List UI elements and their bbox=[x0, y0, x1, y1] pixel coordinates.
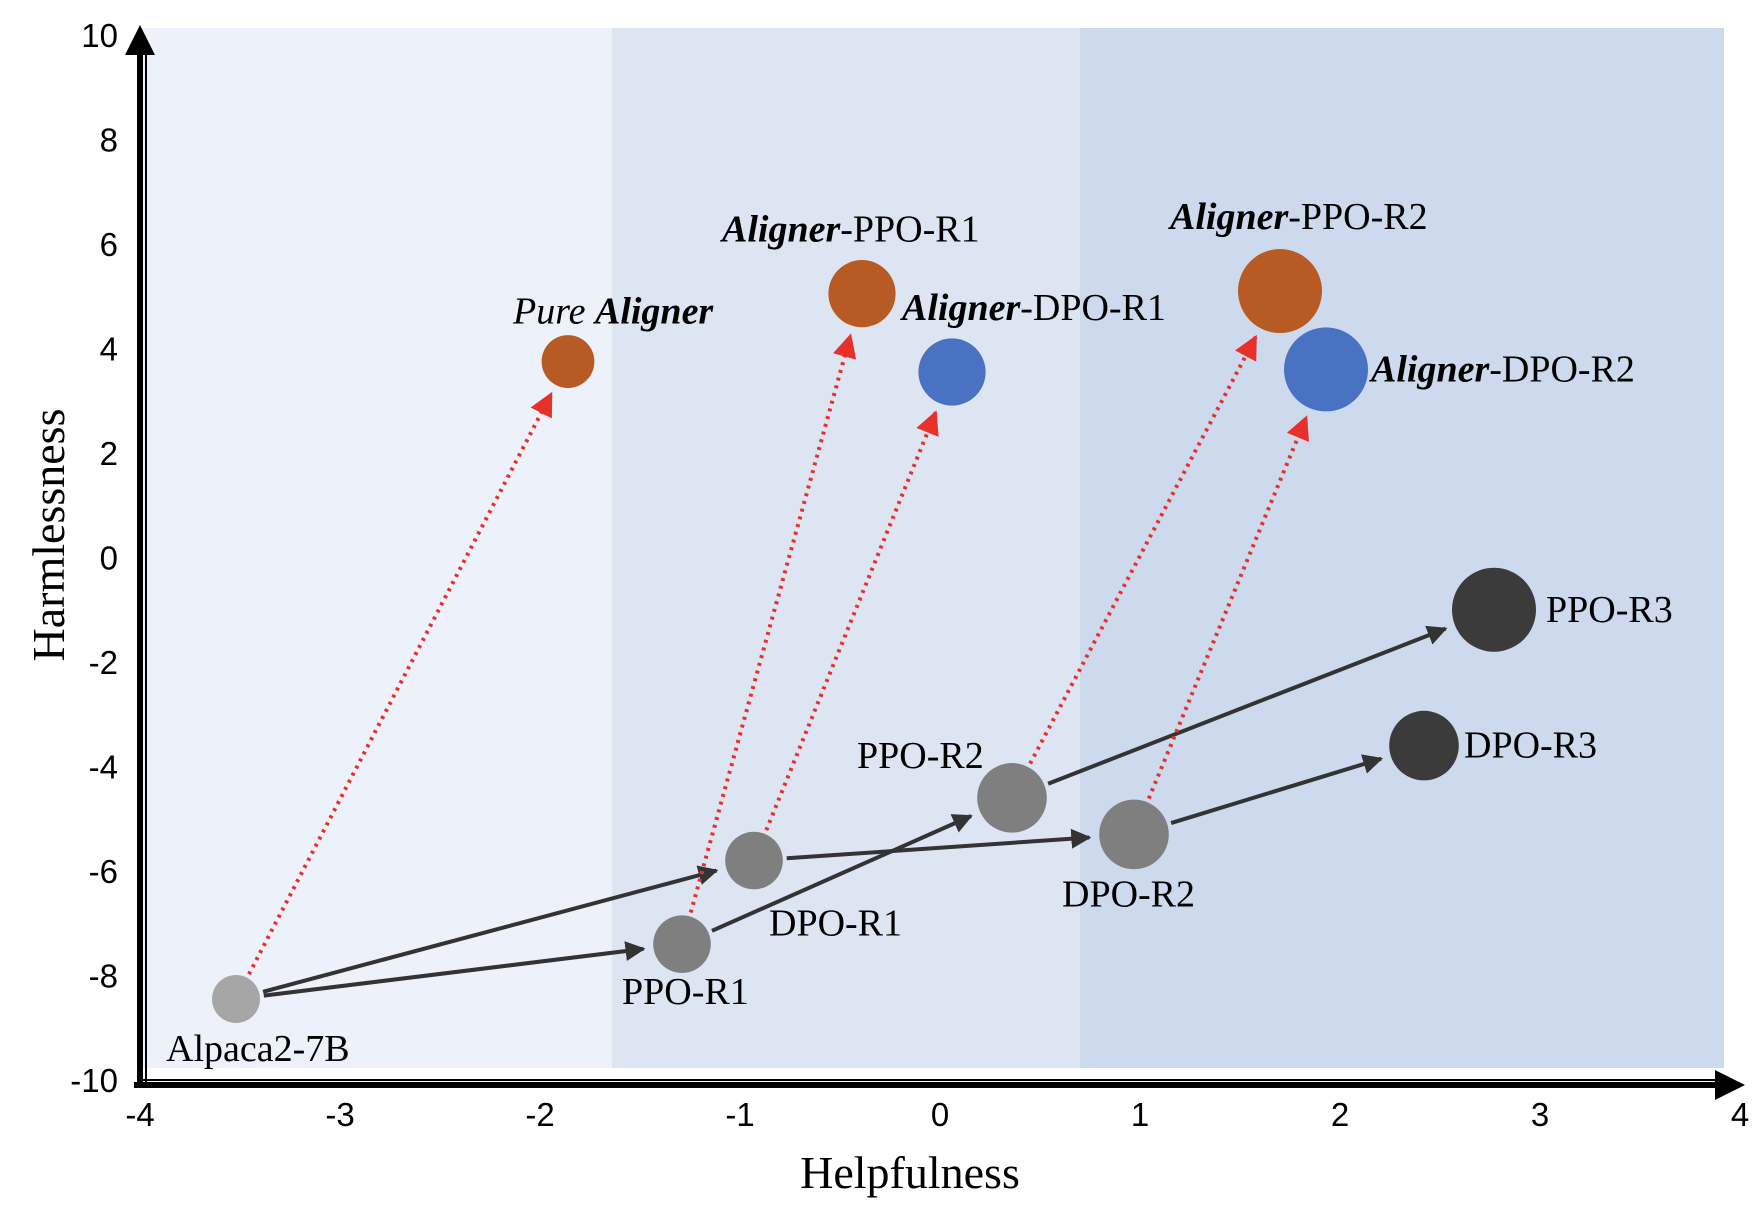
x-tick-label: 1 bbox=[1131, 1096, 1149, 1133]
x-axis-title: Helpfulness bbox=[800, 1147, 1020, 1198]
point-dpo-r1 bbox=[725, 831, 783, 890]
point-alpaca bbox=[212, 975, 260, 1024]
point-aligner-ppo-r1 bbox=[828, 260, 896, 328]
point-pure-aligner bbox=[541, 335, 595, 388]
region-1 bbox=[140, 28, 612, 1068]
point-ppo-r2 bbox=[977, 763, 1047, 833]
x-tick-label: 0 bbox=[931, 1096, 949, 1133]
arrow-alpaca-to-pure-aligner bbox=[247, 391, 553, 976]
arrow-dpo-r1-to-dpo-r2 bbox=[786, 828, 1092, 861]
background-regions bbox=[140, 28, 1724, 1068]
label-pure-aligner: Pure Aligner bbox=[512, 291, 714, 333]
label-alpaca: Alpaca2-7B bbox=[166, 1028, 350, 1070]
y-tick-label: -10 bbox=[70, 1062, 118, 1099]
arrow-dpo-r2-to-dpo-r3 bbox=[1170, 754, 1384, 825]
x-tick-label: 4 bbox=[1731, 1096, 1749, 1133]
points bbox=[212, 249, 1536, 1024]
point-dpo-r3 bbox=[1389, 710, 1459, 781]
y-tick-label: -2 bbox=[89, 644, 118, 681]
y-tick-label: 8 bbox=[100, 122, 118, 159]
point-ppo-r3 bbox=[1452, 567, 1536, 652]
x-tick-label: -2 bbox=[525, 1096, 554, 1133]
region-3 bbox=[1080, 28, 1724, 1068]
point-aligner-dpo-r2 bbox=[1284, 327, 1368, 412]
axes bbox=[125, 25, 1745, 1100]
arrow-ppo-r1-to-ppo-r2 bbox=[711, 814, 973, 933]
arrow-alpaca-to-ppo-r1 bbox=[263, 941, 646, 998]
y-tick-label: 4 bbox=[100, 331, 118, 368]
y-tick-label: -4 bbox=[89, 749, 118, 786]
arrow-ppo-r1-to-aligner-ppo-r1 bbox=[688, 333, 857, 914]
y-tick-label: -6 bbox=[89, 853, 118, 890]
arrow-alpaca-to-dpo-r1 bbox=[262, 865, 719, 994]
point-labels: Alpaca2-7B PPO-R1 DPO-R1 PPO-R2 DPO-R2 PPO-R3… bbox=[166, 196, 1673, 1070]
arrow-ppo-r2-to-ppo-r3 bbox=[1047, 625, 1448, 786]
label-aligner-dpo-r1: Aligner-DPO-R1 bbox=[900, 287, 1166, 329]
label-dpo-r2: DPO-R2 bbox=[1062, 873, 1195, 915]
arrows bbox=[247, 333, 1448, 998]
label-ppo-r2: PPO-R2 bbox=[857, 735, 984, 777]
point-ppo-r1 bbox=[653, 915, 711, 973]
arrow-ppo-r2-to-aligner-ppo-r2 bbox=[1028, 334, 1258, 765]
label-ppo-r3: PPO-R3 bbox=[1546, 589, 1673, 631]
label-ppo-r1: PPO-R1 bbox=[622, 971, 749, 1013]
x-tick-label: -1 bbox=[725, 1096, 754, 1133]
y-tick-label: 2 bbox=[100, 435, 118, 472]
y-tick-label: 6 bbox=[100, 226, 118, 263]
point-dpo-r2 bbox=[1099, 799, 1169, 870]
x-tick-label: 3 bbox=[1531, 1096, 1549, 1133]
x-tick-label: -4 bbox=[125, 1096, 154, 1133]
x-tick-label: 2 bbox=[1331, 1096, 1349, 1133]
region-2 bbox=[612, 28, 1080, 1068]
point-aligner-dpo-r1 bbox=[918, 338, 986, 406]
x-tick-label: -3 bbox=[325, 1096, 354, 1133]
y-axis-title: Harmlessness bbox=[23, 409, 74, 662]
label-dpo-r1: DPO-R1 bbox=[769, 903, 902, 945]
label-aligner-ppo-r2: Aligner-PPO-R2 bbox=[1168, 196, 1428, 238]
point-aligner-ppo-r2 bbox=[1238, 249, 1322, 334]
y-tick-label: 10 bbox=[81, 17, 118, 54]
y-tick-label: -8 bbox=[89, 958, 118, 995]
y-tick-label: 0 bbox=[100, 540, 118, 577]
label-aligner-ppo-r1: Aligner-PPO-R1 bbox=[720, 209, 980, 251]
label-dpo-r3: DPO-R3 bbox=[1464, 725, 1597, 767]
arrow-dpo-r1-to-aligner-dpo-r1 bbox=[764, 410, 939, 831]
label-aligner-dpo-r2: Aligner-DPO-R2 bbox=[1369, 348, 1635, 390]
